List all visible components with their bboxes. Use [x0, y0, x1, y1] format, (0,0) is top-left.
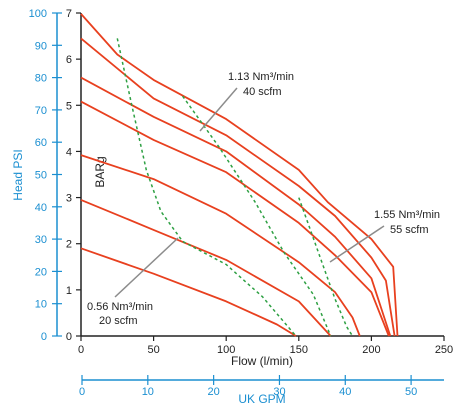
flow-tick-label: 100	[217, 344, 235, 356]
flow-tick-label: 50	[147, 344, 159, 356]
psi-tick-label: 10	[35, 299, 47, 311]
annotation-113-pointer	[199, 87, 238, 132]
performance-curve	[80, 247, 297, 337]
gpm-tick-group: 0 10 20 30 40 50	[79, 375, 417, 398]
gpm-tick-label: 0	[79, 386, 85, 398]
annotation-056-line2: 20 scfm	[99, 315, 138, 327]
flow-tick-label: 250	[435, 344, 453, 356]
barg-tick-label: 1	[66, 285, 72, 297]
annotation-056: 0.56 Nm³/min 20 scfm	[87, 237, 179, 327]
gpm-axis: 0 10 20 30 40 50 UK GPM	[79, 375, 444, 406]
performance-curve	[80, 13, 399, 337]
performance-curve	[80, 154, 361, 337]
gpm-tick-label: 20	[208, 386, 220, 398]
flow-tick-label: 0	[78, 344, 84, 356]
barg-tick-label: 3	[66, 193, 72, 205]
barg-tick-label: 5	[66, 100, 72, 112]
air-consumption-line	[181, 95, 332, 337]
performance-curves	[80, 13, 399, 337]
annotation-113-line1: 1.13 Nm³/min	[228, 71, 294, 83]
annotation-155-pointer	[329, 225, 385, 263]
flow-tick-group: 0 50 100 150 200 250	[78, 336, 453, 356]
flow-axis-label: Flow (l/min)	[231, 354, 293, 368]
psi-axis-label: Head PSI	[11, 149, 25, 200]
air-consumption-line	[116, 38, 297, 337]
barg-tick-group: 0 1 2 3 4 5 6 7	[66, 8, 81, 343]
barg-tick-label: 2	[66, 239, 72, 251]
barg-tick-label: 0	[66, 331, 72, 343]
annotation-113: 1.13 Nm³/min 40 scfm	[199, 71, 294, 132]
gpm-tick-label: 10	[142, 386, 154, 398]
psi-tick-label: 70	[35, 105, 47, 117]
flow-tick-label: 200	[362, 344, 380, 356]
psi-tick-group: 0 10 20 30 40 50 60 70 80 90 100	[29, 8, 62, 343]
psi-tick-label: 50	[35, 170, 47, 182]
psi-tick-label: 40	[35, 202, 47, 214]
performance-curve	[80, 37, 396, 337]
barg-axis-label: BARg	[93, 156, 107, 187]
flow-tick-label: 150	[290, 344, 308, 356]
psi-tick-label: 20	[35, 266, 47, 278]
performance-curve	[80, 100, 390, 337]
performance-curve	[80, 76, 392, 337]
annotation-155-line2: 55 scfm	[390, 224, 429, 236]
psi-tick-label: 80	[35, 73, 47, 85]
psi-axis: 0 10 20 30 40 50 60 70 80 90 100 Head PSI	[11, 8, 62, 343]
psi-tick-label: 30	[35, 234, 47, 246]
annotation-155-line1: 1.55 Nm³/min	[374, 209, 440, 221]
annotation-155: 1.55 Nm³/min 55 scfm	[329, 209, 440, 263]
air-consumption-line	[298, 197, 354, 337]
barg-axis: 0 1 2 3 4 5 6 7 BARg	[66, 8, 107, 343]
gpm-axis-label: UK GPM	[238, 392, 285, 406]
flow-axis: 0 50 100 150 200 250 Flow (l/min)	[78, 335, 453, 368]
psi-tick-label: 90	[35, 40, 47, 52]
psi-tick-label: 60	[35, 137, 47, 149]
gpm-tick-label: 30	[273, 386, 285, 398]
gpm-tick-label: 50	[405, 386, 417, 398]
psi-tick-label: 100	[29, 8, 47, 20]
gpm-tick-label: 40	[339, 386, 351, 398]
barg-tick-label: 4	[66, 146, 72, 158]
annotation-113-line2: 40 scfm	[243, 86, 282, 98]
barg-tick-label: 7	[66, 8, 72, 20]
psi-tick-label: 0	[41, 331, 47, 343]
air-consumption-lines	[116, 38, 354, 337]
performance-curve	[80, 199, 332, 337]
annotation-056-pointer	[114, 237, 179, 298]
annotation-056-line1: 0.56 Nm³/min	[87, 301, 153, 313]
barg-tick-label: 6	[66, 54, 72, 66]
